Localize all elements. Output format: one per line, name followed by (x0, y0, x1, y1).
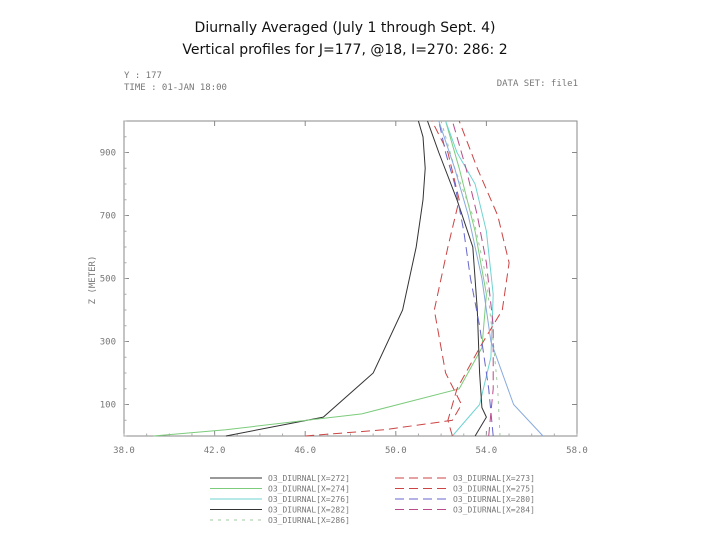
dataset-label: DATA SET: file1 (497, 79, 578, 89)
series-line-8 (451, 120, 494, 437)
legend-label: O3_DIURNAL[X=284] (453, 506, 535, 515)
legend-label: O3_DIURNAL[X=280] (453, 495, 535, 504)
chart-title-line1: Diurnally Averaged (July 1 through Sept.… (194, 20, 496, 36)
legend: O3_DIURNAL[X=272]O3_DIURNAL[X=274]O3_DIU… (210, 474, 535, 525)
series-line-3 (427, 120, 487, 437)
legend-label: O3_DIURNAL[X=275] (453, 485, 535, 494)
y-tick-label: 900 (100, 149, 116, 159)
chart-title-line2: Vertical profiles for J=177, @18, I=270:… (182, 42, 508, 58)
y-tick-label: 700 (100, 212, 116, 222)
series-line-0 (225, 120, 426, 437)
x-tick-label: 38.0 (113, 446, 135, 456)
legend-label: O3_DIURNAL[X=286] (268, 516, 350, 525)
x-tick-label: 50.0 (385, 446, 407, 456)
x-tick-label: 46.0 (294, 446, 316, 456)
y-tick-label: 100 (100, 401, 116, 411)
plot-frame (123, 120, 578, 437)
series-line-1 (153, 120, 487, 437)
y-info-label: Y : 177 (124, 71, 162, 81)
series-line-7 (438, 120, 494, 437)
series-line-5 (305, 120, 463, 437)
legend-label: O3_DIURNAL[X=276] (268, 495, 350, 504)
y-tick-label: 500 (100, 275, 116, 285)
legend-label: O3_DIURNAL[X=274] (268, 485, 350, 494)
y-axis-label: Z (METER) (88, 256, 98, 305)
time-info-label: TIME : 01-JAN 18:00 (124, 83, 227, 93)
series-line-2 (445, 120, 494, 437)
x-tick-label: 54.0 (476, 446, 498, 456)
legend-label: O3_DIURNAL[X=272] (268, 474, 350, 483)
legend-label: O3_DIURNAL[X=273] (453, 474, 535, 483)
x-tick-label: 42.0 (204, 446, 226, 456)
x-tick-label: 58.0 (566, 446, 588, 456)
y-tick-label: 300 (100, 338, 116, 348)
plot-area: 38.0 42.0 46.0 50.0 54.0 58.0 100 300 500 700 900 (100, 120, 588, 456)
series-line-6 (447, 120, 510, 437)
legend-label: O3_DIURNAL[X=282] (268, 506, 350, 515)
series-line-9 (438, 120, 544, 437)
